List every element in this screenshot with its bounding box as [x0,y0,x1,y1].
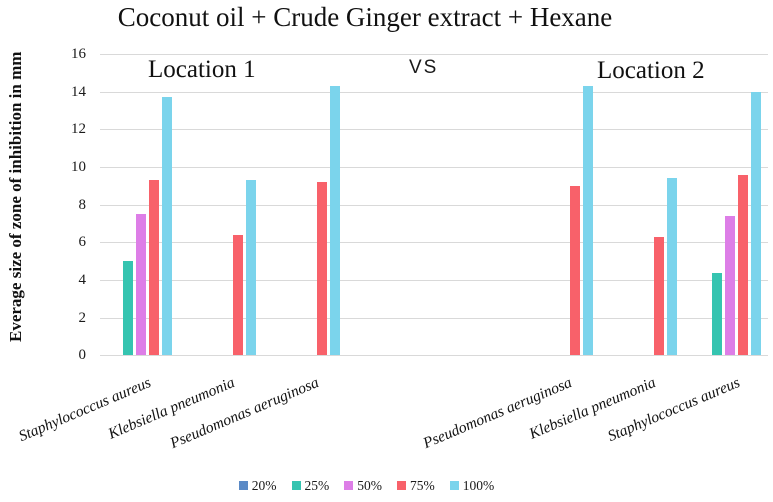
x-axis-category-label: Pseudomonas aeruginosa [167,374,322,453]
legend-swatch-icon [397,481,406,490]
bar-100%-0 [162,97,172,356]
x-axis-category-label: Pseudomonas aeruginosa [420,374,575,453]
bar-50%-5 [725,215,735,356]
legend: 20% 25% 50% 75% 100% [0,479,733,492]
bar-75%-0 [149,180,159,356]
x-axis-category-label: Staphylococcus aureus [16,374,154,446]
gridline [100,280,768,282]
gridline [100,167,768,168]
location-2-label: Location 2 [597,57,705,84]
legend-label: 100% [462,478,495,493]
legend-swatch-icon [344,481,354,490]
legend-item-20%: 20% [238,478,277,493]
y-axis-tick-label: 6 [78,234,87,251]
legend-item-50%: 50% [344,479,382,492]
legend-label: 50% [357,478,382,493]
y-axis-tick-label: 10 [71,159,86,175]
bar-25%-0 [123,261,133,356]
bar-100%-2 [330,85,340,356]
bar-25%-5 [712,272,722,356]
bar-50%-0 [136,214,146,356]
legend-label: 20% [251,478,277,493]
bar-75%-4 [654,236,664,356]
y-axis-tick-label: 0 [78,347,87,364]
gridline [100,53,768,55]
legend-label: 75% [410,478,435,493]
gridline [100,129,768,131]
gridline [100,91,768,93]
legend-item-25%: 25% [291,478,330,493]
y-axis-tick-label: 16 [71,45,86,62]
gridline [100,355,768,357]
bar-75%-5 [738,174,748,356]
bar-100%-1 [246,180,256,356]
y-axis-tick-label: 4 [78,272,87,289]
gridline [100,204,768,206]
legend-item-100%: 100% [449,478,495,493]
legend-item-75%: 75% [397,479,435,492]
bar-75%-3 [570,185,580,356]
y-axis-tick-label: 14 [71,83,86,100]
gridline [100,317,768,319]
vs-label: VS [409,57,439,78]
y-axis-tick-label: 8 [78,196,87,213]
chart-title: Coconut oil + Crude Ginger extract + Hex… [117,2,613,32]
legend-swatch-icon [238,481,248,490]
legend-swatch-icon [291,481,301,490]
gridline [100,242,768,244]
y-axis-tick-label: 12 [71,121,86,138]
location-1-label: Location 1 [148,56,256,83]
bar-100%-4 [667,178,677,356]
y-axis-tick-label: 2 [78,309,87,326]
legend-label: 25% [304,478,330,493]
y-axis-title: Everage size of zone of inhibition in mm [6,51,25,343]
legend-swatch-icon [449,481,459,490]
bar-100%-5 [751,91,761,356]
bar-75%-1 [233,234,243,356]
bar-100%-3 [583,85,593,356]
bar-75%-2 [317,182,327,356]
